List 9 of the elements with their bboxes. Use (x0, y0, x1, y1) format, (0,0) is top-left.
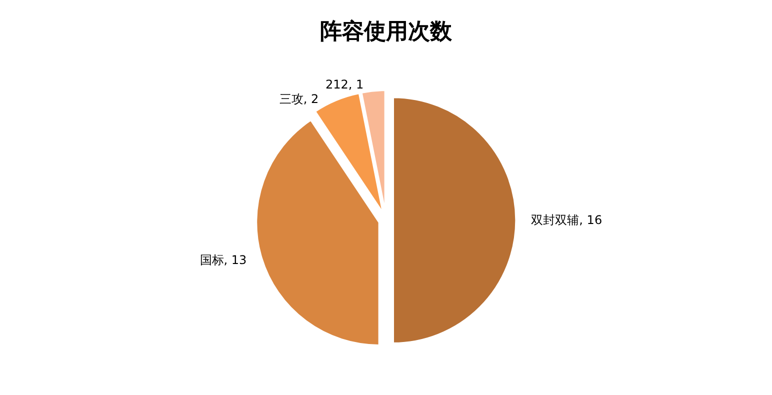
data-label: , 13 (224, 252, 247, 267)
slice-label: 双封双辅 (531, 213, 580, 228)
slice-label: 三攻 (279, 92, 304, 106)
data-label: , 1 (348, 78, 364, 92)
data-label: , 2 (303, 92, 319, 106)
chart-title: 阵容使用次数 (320, 18, 453, 44)
slice-label: 国标 (200, 252, 224, 267)
slice-label: 212 (325, 78, 348, 92)
data-label: , 16 (579, 213, 602, 228)
